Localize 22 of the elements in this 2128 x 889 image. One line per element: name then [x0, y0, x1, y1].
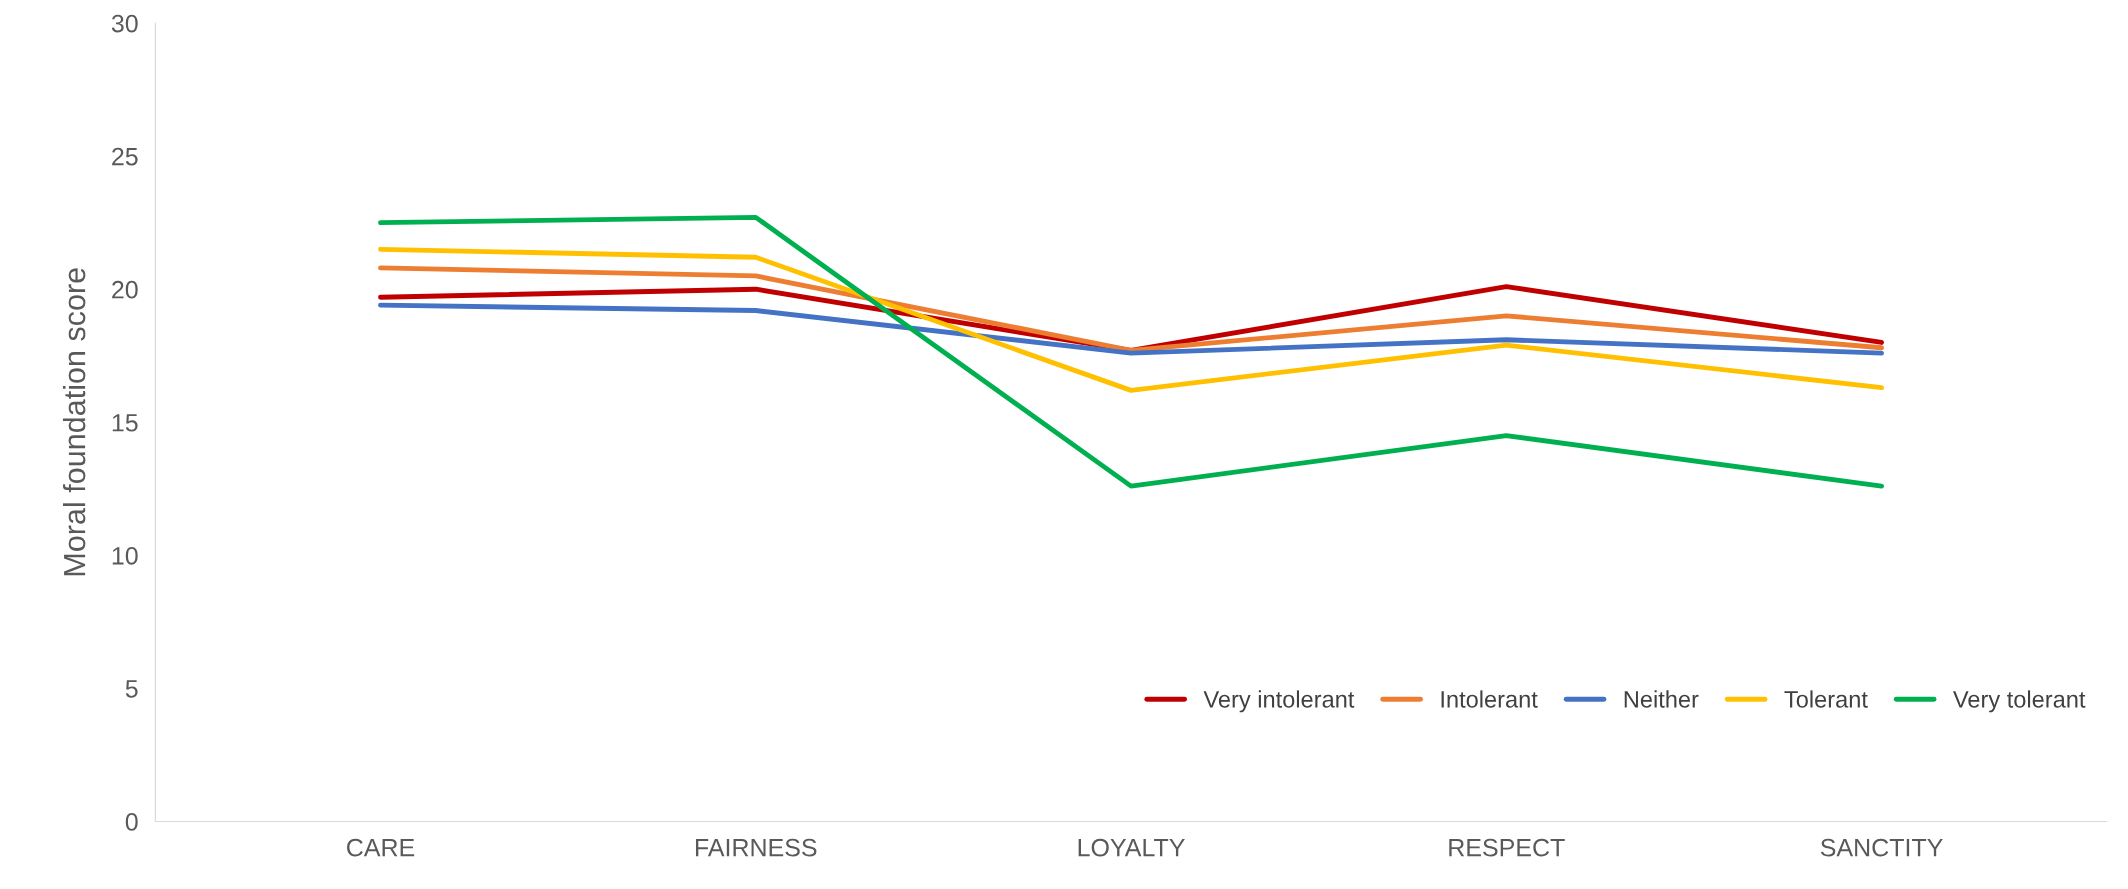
legend-label: Neither	[1624, 690, 1699, 708]
x-tick-label: RESPECT	[1449, 838, 1565, 857]
y-tick-label: 25	[112, 147, 138, 166]
y-axis-title: Moral foundation score	[62, 268, 86, 576]
x-tick-label: FAIRNESS	[695, 838, 817, 857]
x-tick-label: LOYALTY	[1078, 838, 1185, 857]
y-tick-label: 20	[112, 280, 138, 299]
line-series	[378, 246, 1884, 393]
legend-label: Tolerant	[1784, 690, 1868, 708]
legend-label: Intolerant	[1441, 690, 1538, 708]
x-tick-label: SANCTITY	[1820, 838, 1943, 857]
y-tick-label: 5	[125, 680, 138, 698]
y-tick-label: 15	[112, 414, 138, 432]
y-tick-label: 10	[112, 546, 138, 565]
line-series	[378, 214, 1884, 489]
y-tick-label: 0	[125, 813, 138, 831]
x-tick-label: CARE	[347, 838, 415, 857]
line-series	[378, 265, 1884, 353]
legend-label: Very intolerant	[1203, 690, 1355, 713]
legend-label: Very tolerant	[1953, 690, 2086, 713]
y-tick-label: 30	[111, 14, 138, 33]
line-series	[378, 302, 1884, 356]
